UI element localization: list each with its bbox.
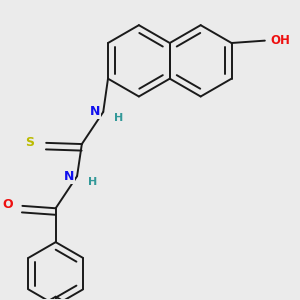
Text: OH: OH	[271, 34, 291, 47]
Text: N: N	[64, 170, 74, 183]
Text: S: S	[25, 136, 34, 149]
Text: H: H	[114, 113, 123, 123]
Text: H: H	[88, 177, 97, 187]
Text: N: N	[90, 106, 100, 118]
Text: O: O	[2, 198, 13, 211]
